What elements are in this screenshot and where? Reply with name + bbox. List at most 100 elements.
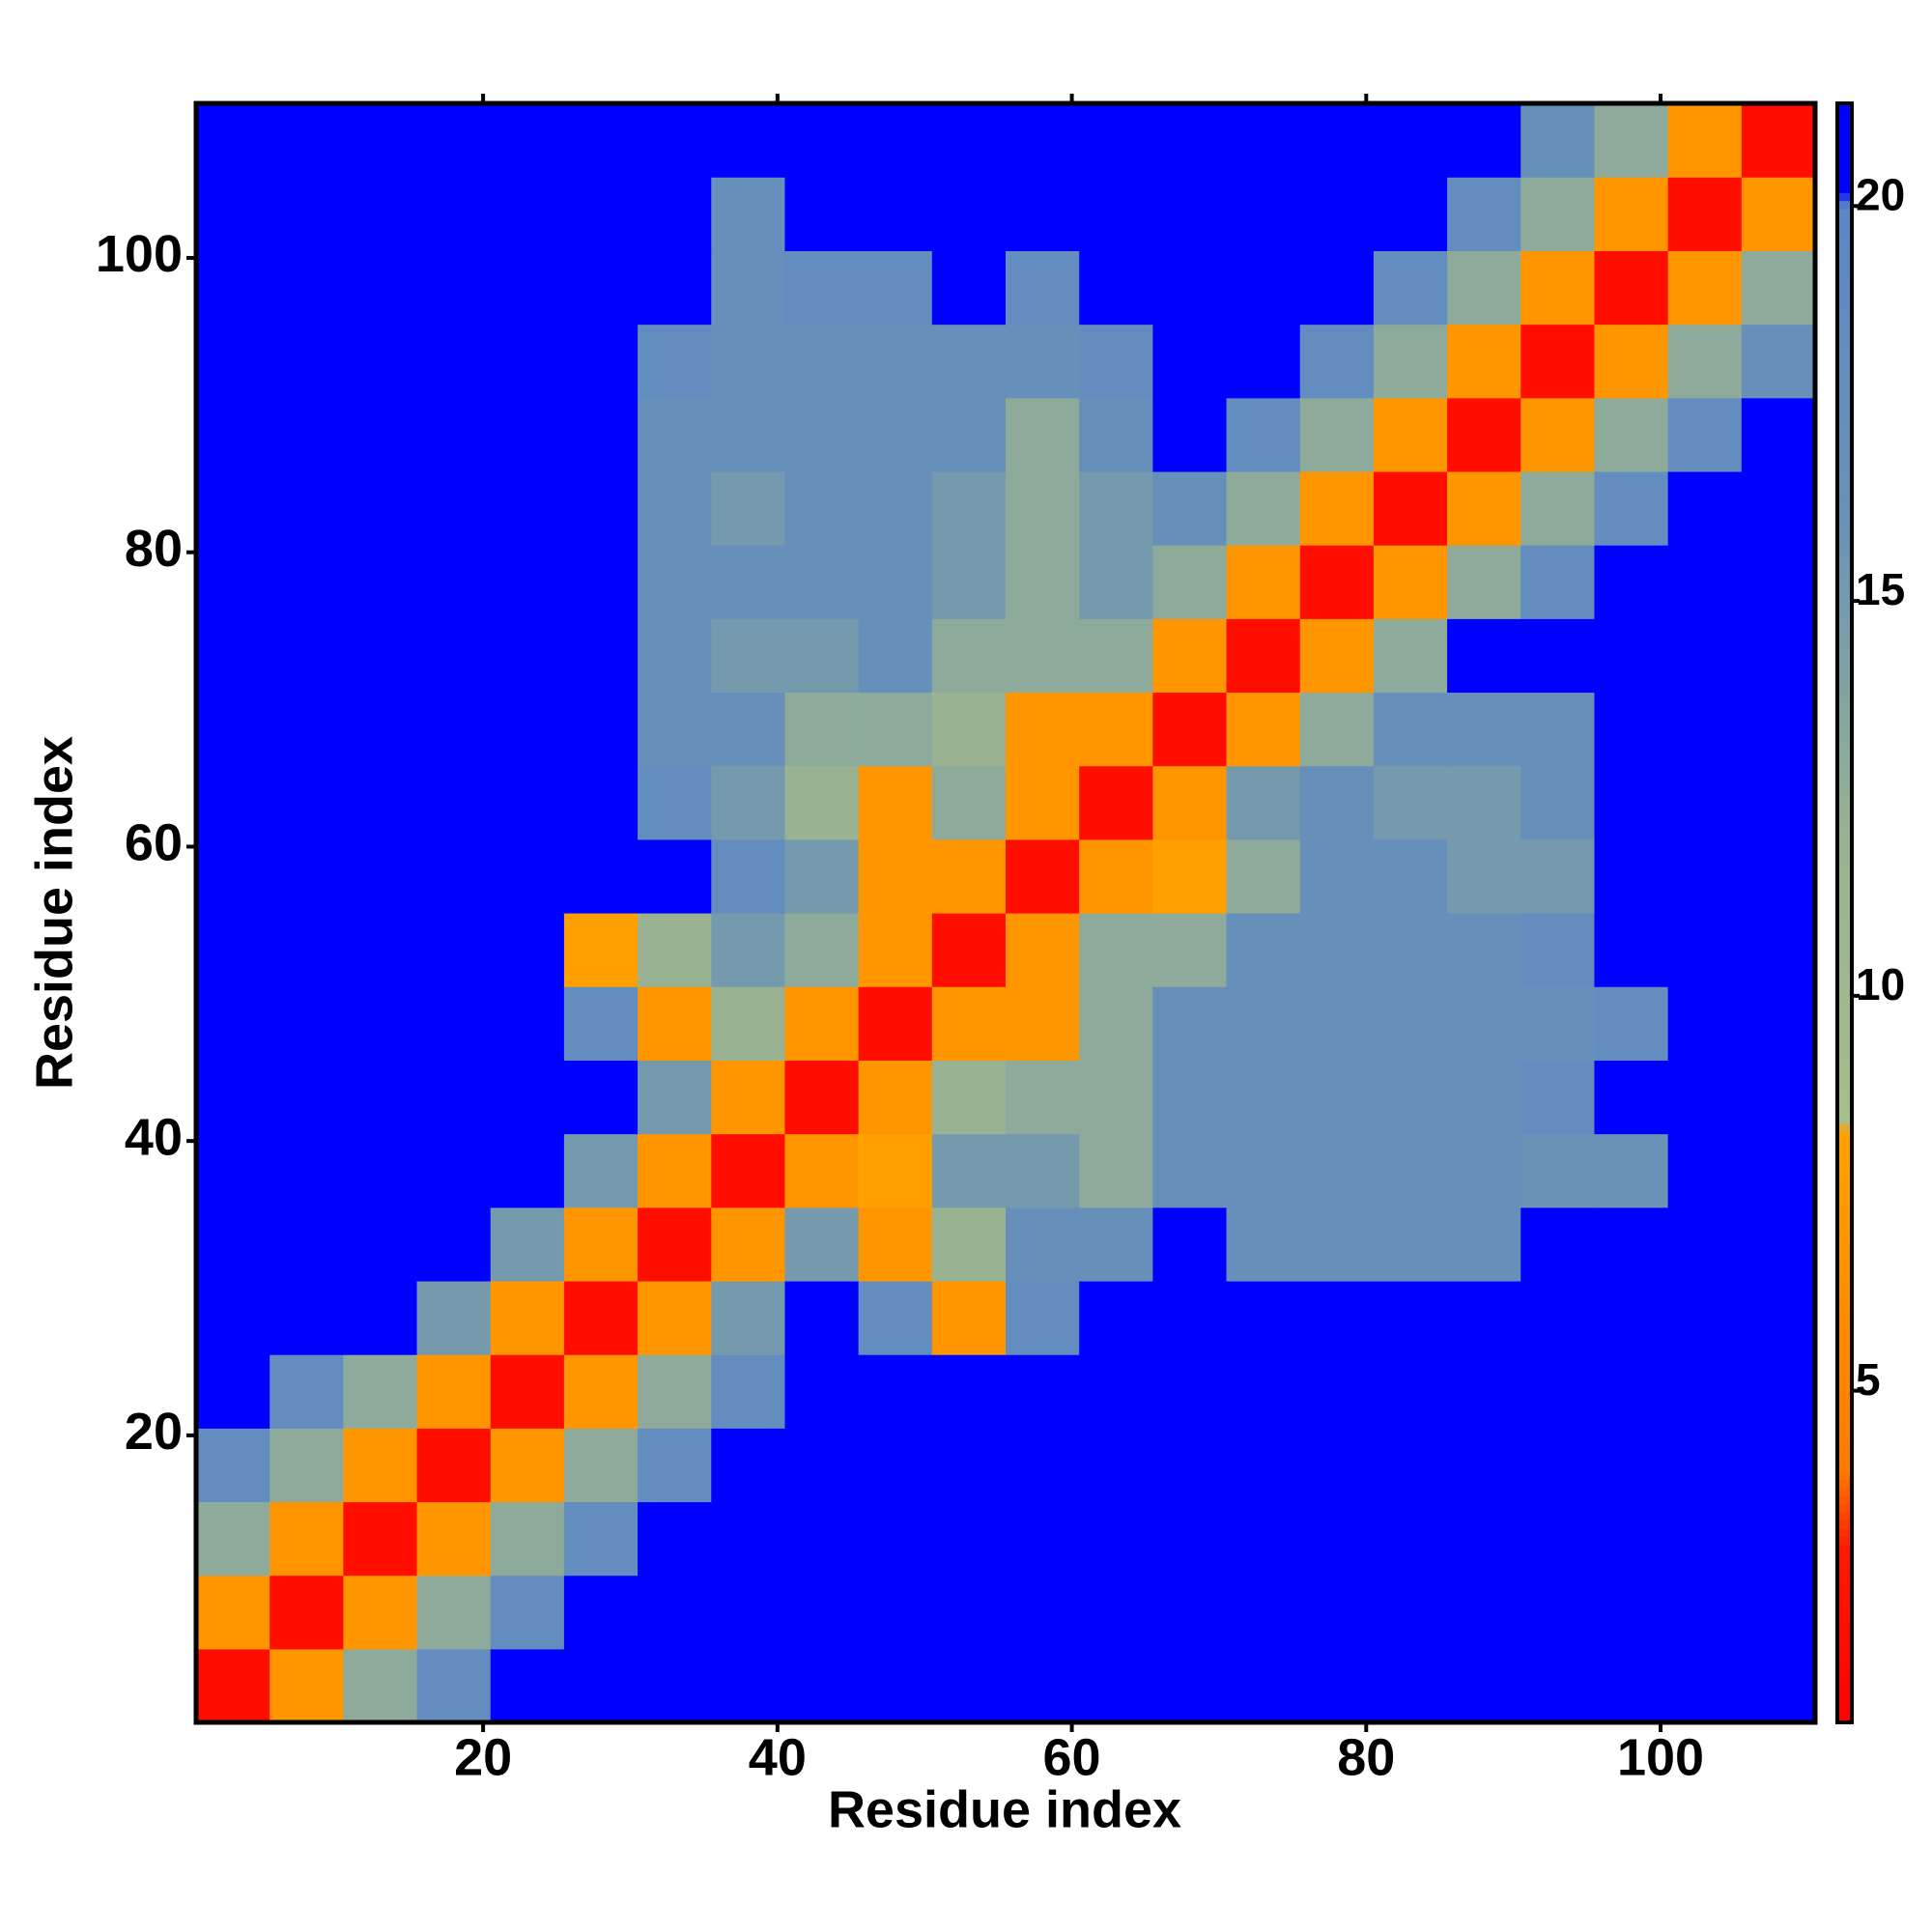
heatmap-cell (931, 177, 1007, 251)
heatmap-cell (1594, 470, 1669, 546)
heatmap-cell (196, 913, 270, 987)
colorbar-segment (1837, 1277, 1852, 1287)
heatmap-cell (711, 618, 786, 694)
heatmap-cell (638, 397, 712, 472)
heatmap-cell (638, 1280, 712, 1355)
heatmap-cell (1152, 1575, 1228, 1650)
heatmap-cell (1594, 1501, 1669, 1577)
heatmap-cell (1594, 1648, 1669, 1723)
heatmap-cell (638, 1575, 712, 1650)
colorbar-segment (1837, 1034, 1852, 1043)
heatmap-cell (931, 1060, 1007, 1135)
heatmap-cell (1667, 913, 1743, 987)
colorbar-segment (1837, 1641, 1852, 1651)
plot-frame (193, 100, 1818, 1725)
heatmap-cell (1594, 1428, 1669, 1503)
heatmap-cell (1006, 1354, 1080, 1429)
heatmap-cell (1226, 545, 1301, 619)
colorbar-segment (1837, 1690, 1852, 1699)
colorbar-segment (1837, 638, 1852, 647)
heatmap-cell (784, 986, 860, 1061)
colorbar-segment (1837, 1115, 1852, 1124)
heatmap-cell (563, 1428, 639, 1503)
colorbar-segment (1837, 411, 1852, 420)
heatmap-cell (1079, 1354, 1153, 1429)
heatmap-cell (1667, 177, 1743, 251)
colorbar-segment (1837, 305, 1852, 315)
heatmap-cell (490, 1060, 565, 1135)
colorbar-segment (1837, 548, 1852, 557)
heatmap-cell (563, 692, 639, 767)
colorbar-segment (1837, 888, 1852, 897)
colorbar-segment (1837, 653, 1852, 663)
heatmap-cell (343, 470, 418, 546)
heatmap-cell (1006, 103, 1080, 178)
heatmap-cell (1299, 103, 1375, 178)
colorbar-segment (1837, 1422, 1852, 1432)
heatmap-cell (1741, 1280, 1816, 1355)
heatmap-cell (931, 324, 1007, 399)
heatmap-cell (196, 1501, 270, 1577)
heatmap-cell (1079, 1060, 1153, 1135)
colorbar-segment (1837, 872, 1852, 882)
heatmap-cell (1299, 1428, 1375, 1503)
colorbar-segment (1837, 1074, 1852, 1084)
colorbar-segment (1837, 669, 1852, 679)
heatmap-cell (1741, 250, 1816, 326)
colorbar-segment (1837, 1536, 1852, 1546)
heatmap-cell (1594, 1060, 1669, 1135)
heatmap-cell (1373, 692, 1448, 767)
colorbar-segment (1837, 597, 1852, 607)
heatmap-cell (931, 765, 1007, 840)
colorbar-segment (1837, 1592, 1852, 1602)
colorbar-segment (1837, 1261, 1852, 1270)
heatmap-cell (416, 1575, 492, 1650)
y-tick-label: 40 (125, 1108, 183, 1166)
heatmap-cell (711, 1280, 786, 1355)
colorbar-segment (1837, 468, 1852, 477)
heatmap-cell (638, 324, 712, 399)
colorbar-segment (1837, 896, 1852, 906)
colorbar-segment (1837, 993, 1852, 1003)
heatmap-cell (270, 103, 344, 178)
heatmap-cell (563, 1354, 639, 1429)
heatmap-cell (416, 250, 492, 326)
colorbar-frame (1835, 101, 1854, 1724)
x-tick-label: 20 (454, 1728, 512, 1786)
heatmap-cell (858, 1501, 933, 1577)
heatmap-cell (1741, 618, 1816, 694)
heatmap-cell (1226, 103, 1301, 178)
colorbar-segment (1837, 1682, 1852, 1691)
heatmap-cell (784, 1280, 860, 1355)
heatmap-cell (416, 913, 492, 987)
heatmap-cell (416, 470, 492, 546)
colorbar-segment (1837, 1155, 1852, 1165)
colorbar-segment (1837, 1107, 1852, 1117)
heatmap-cell (270, 618, 344, 694)
colorbar-segment (1837, 1017, 1852, 1027)
heatmap-cell (196, 1060, 270, 1135)
heatmap-cell (563, 470, 639, 546)
colorbar-segment (1837, 1042, 1852, 1052)
colorbar-segment (1837, 1212, 1852, 1222)
heatmap-cell (638, 103, 712, 178)
colorbar-segment (1837, 1455, 1852, 1464)
heatmap-cell (1594, 765, 1669, 840)
heatmap-cell (1373, 1207, 1448, 1282)
colorbar-segment (1837, 839, 1852, 849)
colorbar-segment (1837, 734, 1852, 744)
colorbar-segment (1837, 985, 1852, 995)
heatmap-cell (1152, 838, 1228, 914)
colorbar-segment (1837, 556, 1852, 566)
heatmap-cell (270, 250, 344, 326)
heatmap-cell (1447, 324, 1521, 399)
colorbar-segment (1837, 1438, 1852, 1448)
heatmap-cell (1152, 324, 1228, 399)
colorbar-segment (1837, 1187, 1852, 1197)
heatmap-cell (1079, 177, 1153, 251)
heatmap-cell (858, 250, 933, 326)
heatmap-cell (1594, 324, 1669, 399)
heatmap-cell (270, 1648, 344, 1723)
colorbar-segment (1837, 686, 1852, 696)
heatmap-cell (196, 1207, 270, 1282)
